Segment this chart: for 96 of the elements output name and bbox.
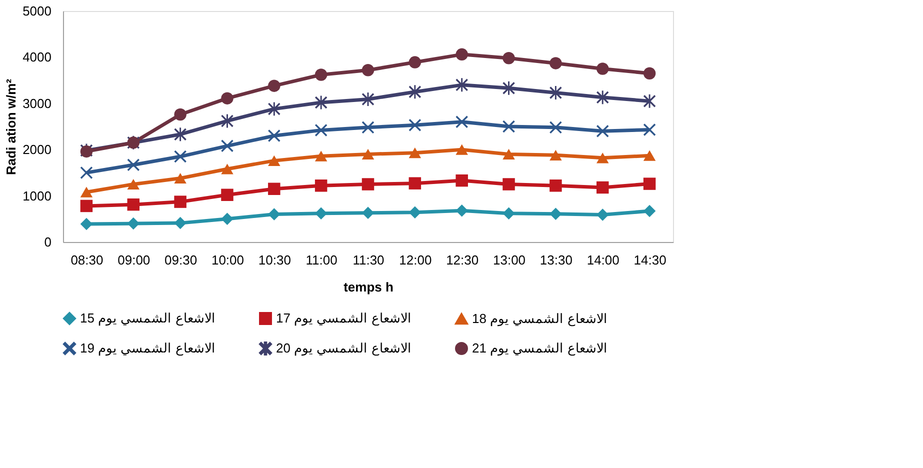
point <box>268 208 280 220</box>
point <box>268 182 280 195</box>
legend-label: الاشعاع الشمسي يوم 15 <box>80 310 216 327</box>
x-axis-title: temps h <box>344 280 394 294</box>
point <box>596 181 609 194</box>
point <box>456 48 468 61</box>
point <box>80 186 93 198</box>
point <box>80 166 93 179</box>
point <box>314 124 328 136</box>
point <box>80 200 93 212</box>
legend-label: الاشعاع الشمسي يوم 20 <box>276 340 412 356</box>
point <box>596 90 609 104</box>
point <box>268 130 280 142</box>
x-tick-label: 11:00 <box>306 252 338 268</box>
point <box>502 178 515 190</box>
x-tick-label: 12:00 <box>399 252 432 268</box>
point <box>174 196 186 208</box>
point <box>596 62 609 75</box>
y-axis-title: Radi ation w/m² <box>4 78 19 176</box>
point <box>174 172 186 184</box>
point <box>174 150 186 163</box>
point <box>314 207 328 220</box>
point <box>314 96 328 110</box>
point <box>456 78 468 92</box>
point <box>550 208 562 220</box>
y-tick-label: 0 <box>44 234 52 250</box>
point <box>362 148 374 160</box>
legend-label: الاشعاع الشمسي يوم 17 <box>276 310 412 327</box>
x-tick-label: 14:00 <box>586 252 620 268</box>
point <box>268 102 280 116</box>
y-tick-label: 1000 <box>22 188 52 204</box>
x-tick-label: 09:30 <box>164 252 198 268</box>
y-tick-label: 3000 <box>22 96 52 111</box>
point <box>550 86 562 100</box>
point <box>643 178 656 190</box>
point <box>550 150 562 160</box>
point <box>596 152 609 164</box>
point <box>408 177 422 190</box>
y-tick-label: 5000 <box>22 4 52 18</box>
x-tick-label: 10:30 <box>258 252 291 268</box>
point <box>456 204 468 217</box>
x-tick-label: 13:30 <box>540 252 572 268</box>
point <box>456 116 468 128</box>
x-tick-label: 10:00 <box>211 252 244 268</box>
point <box>456 144 468 155</box>
point <box>596 208 609 221</box>
point <box>314 180 328 192</box>
point <box>643 124 656 136</box>
point <box>174 108 186 121</box>
point <box>550 121 562 134</box>
point <box>268 155 280 166</box>
point <box>502 148 515 160</box>
legend-label: الاشعاع الشمسي يوم 21 <box>472 340 608 356</box>
x-tick-label: 14:30 <box>634 252 666 268</box>
x-tick-label: 11:30 <box>352 252 384 268</box>
point <box>221 92 234 104</box>
x-tick-label: 13:00 <box>492 252 526 268</box>
point <box>362 178 374 190</box>
point <box>502 207 515 220</box>
point <box>268 80 280 92</box>
point <box>408 148 422 158</box>
point <box>596 124 609 138</box>
point <box>221 188 234 201</box>
legend-label: الاشعاع الشمسي يوم 18 <box>472 310 608 327</box>
y-tick-label: 2000 <box>22 142 52 158</box>
point <box>314 150 328 162</box>
point <box>502 81 515 95</box>
point <box>502 52 515 64</box>
point <box>456 174 468 187</box>
point <box>643 150 656 161</box>
point <box>408 206 422 219</box>
point <box>221 212 234 226</box>
point <box>127 178 140 190</box>
point <box>174 128 186 142</box>
y-tick-label: 4000 <box>22 50 52 65</box>
point <box>550 180 562 192</box>
point <box>408 56 422 68</box>
point <box>127 198 140 211</box>
point <box>221 114 234 128</box>
point <box>221 140 234 152</box>
point <box>643 94 656 108</box>
point <box>362 121 374 134</box>
x-tick-label: 12:30 <box>446 252 479 268</box>
point <box>408 85 422 99</box>
point <box>362 64 374 76</box>
point <box>643 67 656 80</box>
point <box>221 164 234 174</box>
point <box>174 216 186 230</box>
point <box>314 68 328 81</box>
point <box>127 158 140 171</box>
x-tick-label: 08:30 <box>70 252 104 268</box>
x-tick-label: 09:00 <box>118 252 150 268</box>
point <box>550 57 562 70</box>
point <box>643 204 656 218</box>
legend-label: الاشعاع الشمسي يوم 19 <box>80 340 216 356</box>
point <box>408 118 422 132</box>
